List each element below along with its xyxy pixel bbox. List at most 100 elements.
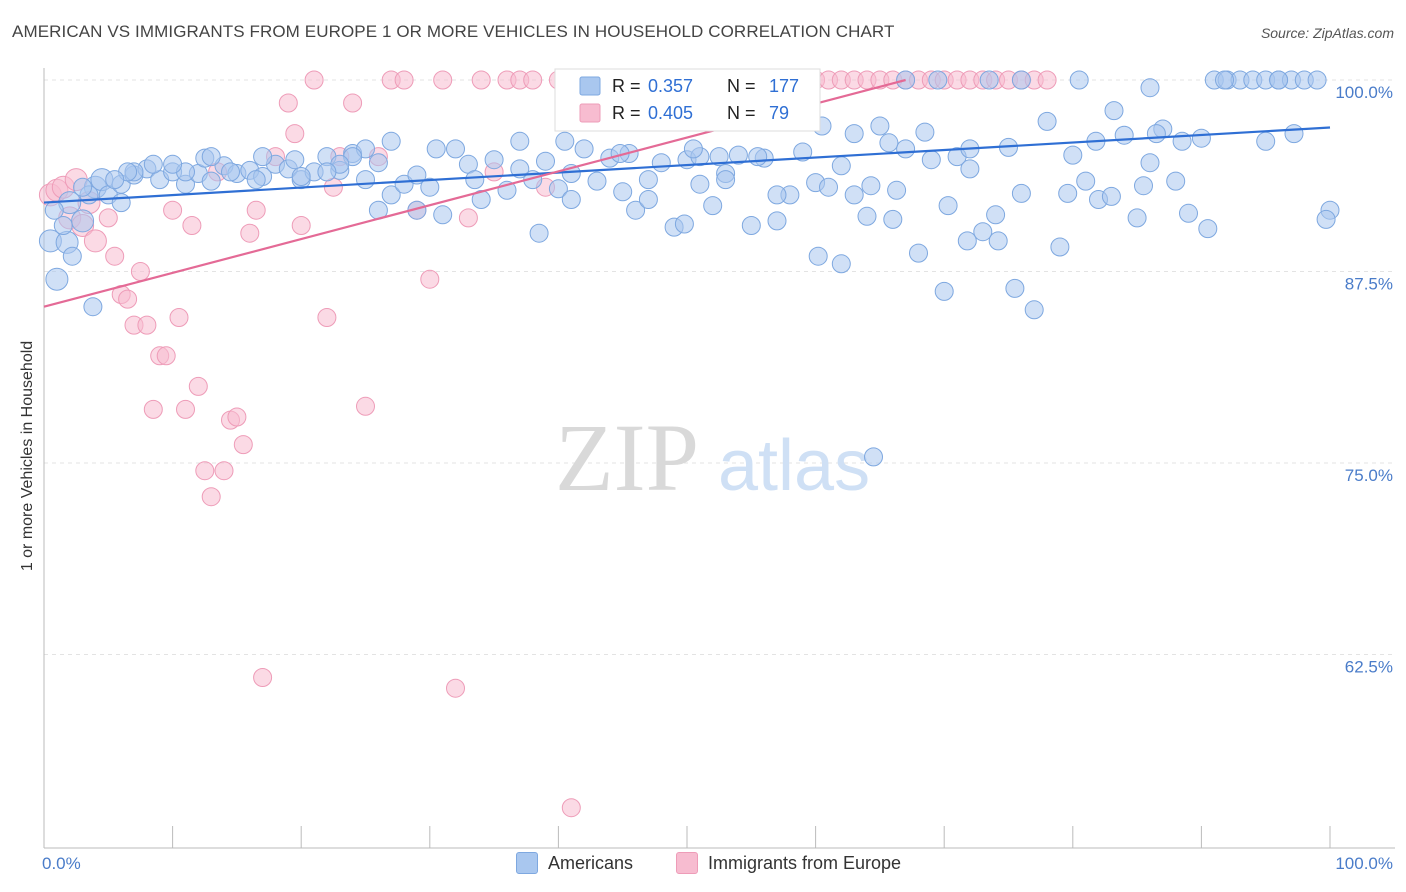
immigrants-point-24 [201, 487, 221, 507]
americans-point-159 [44, 200, 64, 220]
immigrants-point-14 [137, 315, 157, 335]
americans-point-117 [1104, 101, 1124, 121]
top-legend: R = 0.357 N = 177 R = 0.405 N = 79 [554, 68, 821, 132]
immigrants-point-22 [188, 376, 208, 396]
y-tick-label-1: 87.5% [1345, 275, 1393, 294]
immigrants-point-48 [433, 70, 453, 90]
americans-point-137 [381, 131, 401, 151]
y-tick-labels: 100.0% 87.5% 75.0% 62.5% [1335, 83, 1393, 677]
immigrants-swatch [676, 852, 698, 874]
americans-point-172 [864, 447, 883, 467]
americans-point-54 [690, 174, 710, 194]
x-tick-label-0: 0.0% [42, 854, 81, 873]
americans-point-34 [433, 205, 453, 225]
americans-point-106 [1269, 70, 1289, 90]
immigrants-point-38 [317, 308, 337, 327]
legend-item-americans: Americans [516, 852, 633, 874]
americans-point-114 [1005, 278, 1025, 298]
legend-immigrants-r-label: R = [612, 103, 641, 123]
immigrants-point-21 [182, 216, 202, 235]
chart-title: AMERICAN VS IMMIGRANTS FROM EUROPE 1 OR … [12, 22, 895, 41]
americans-point-155 [73, 177, 93, 197]
americans-point-157 [53, 216, 73, 235]
legend-label-immigrants: Immigrants from Europe [708, 852, 902, 873]
americans-point-174 [887, 180, 907, 200]
americans-point-33 [420, 177, 440, 197]
americans-point-105 [1215, 70, 1234, 90]
americans-point-168 [831, 254, 851, 274]
americans-point-127 [674, 214, 694, 234]
immigrants-point-23 [195, 461, 215, 481]
americans-point-42 [536, 151, 555, 171]
legend-americans-n-label: N = [727, 76, 756, 96]
immigrants-point-30 [240, 223, 260, 243]
immigrants-point-50 [458, 208, 478, 228]
americans-point-75 [960, 159, 980, 179]
americans-point-109 [1011, 70, 1031, 90]
americans-point-81 [1037, 111, 1057, 131]
legend-immigrants-r-value: 0.405 [648, 103, 693, 123]
americans-point-31 [394, 174, 414, 194]
americans-point-146 [221, 162, 240, 182]
y-tick-label-2: 75.0% [1345, 466, 1393, 485]
immigrants-point-32 [253, 668, 273, 687]
legend-americans-r-value: 0.357 [648, 76, 693, 96]
americans-point-170 [1284, 124, 1304, 144]
americans-point-142 [291, 167, 311, 186]
americans-point-141 [317, 162, 337, 182]
americans-point-29 [368, 153, 388, 173]
americans-point-156 [62, 246, 82, 266]
americans-point-86 [1101, 186, 1121, 206]
immigrants-point-17 [156, 346, 176, 366]
americans-point-131 [561, 190, 581, 209]
americans-point-83 [1063, 145, 1083, 165]
immigrants-point-7 [83, 229, 107, 253]
immigrants-point-11 [118, 289, 138, 309]
immigrants-point-31 [246, 200, 266, 220]
americans-point-16 [201, 171, 221, 191]
americans-point-104 [1146, 124, 1166, 144]
americans-point-169 [1256, 131, 1276, 151]
americans-trend-line [43, 126, 1331, 204]
immigrants-point-45 [394, 70, 414, 90]
immigrants-point-28 [227, 407, 247, 427]
americans-point-64 [819, 177, 838, 197]
watermark-zip: ZIP [555, 404, 699, 511]
americans-point-165 [938, 196, 958, 216]
americans-point-40 [510, 131, 530, 151]
x-tick-label-1: 100.0% [1335, 854, 1393, 873]
legend-immigrants-n-label: N = [727, 103, 756, 123]
americans-point-70 [896, 139, 916, 159]
y-tick-label-3: 62.5% [1345, 658, 1393, 677]
americans-point-158 [111, 193, 131, 213]
americans-point-37 [471, 190, 491, 209]
immigrants-point-41 [343, 93, 363, 113]
americans-point-125 [709, 147, 729, 167]
americans-point-77 [986, 205, 1006, 225]
americans-point-102 [1307, 70, 1327, 90]
americans-point-88 [1127, 208, 1147, 228]
americans-point-80 [1024, 300, 1044, 320]
americans-point-66 [844, 185, 864, 205]
americans-point-175 [1198, 219, 1218, 239]
americans-point-91 [1166, 171, 1186, 191]
americans-point-160 [83, 297, 103, 317]
americans-point-46 [587, 171, 607, 191]
immigrants-point-26 [214, 461, 234, 481]
legend-item-immigrants: Immigrants from Europe [676, 852, 901, 874]
legend-americans-n-value: 177 [769, 76, 799, 96]
americans-point-65 [831, 156, 851, 176]
americans-point-87 [1114, 125, 1134, 145]
americans-point-72 [921, 150, 941, 170]
americans-point-123 [748, 147, 768, 167]
immigrants-point-20 [176, 399, 195, 419]
immigrants-point-9 [105, 246, 125, 266]
americans-point-143 [285, 150, 305, 170]
americans-point-122 [844, 124, 864, 144]
americans-point-82 [1050, 237, 1070, 257]
americans-point-133 [529, 223, 549, 243]
bottom-legend: Americans Immigrants from Europe [0, 852, 1406, 878]
americans-point-177 [1134, 176, 1153, 196]
immigrants-point-49 [446, 678, 465, 698]
